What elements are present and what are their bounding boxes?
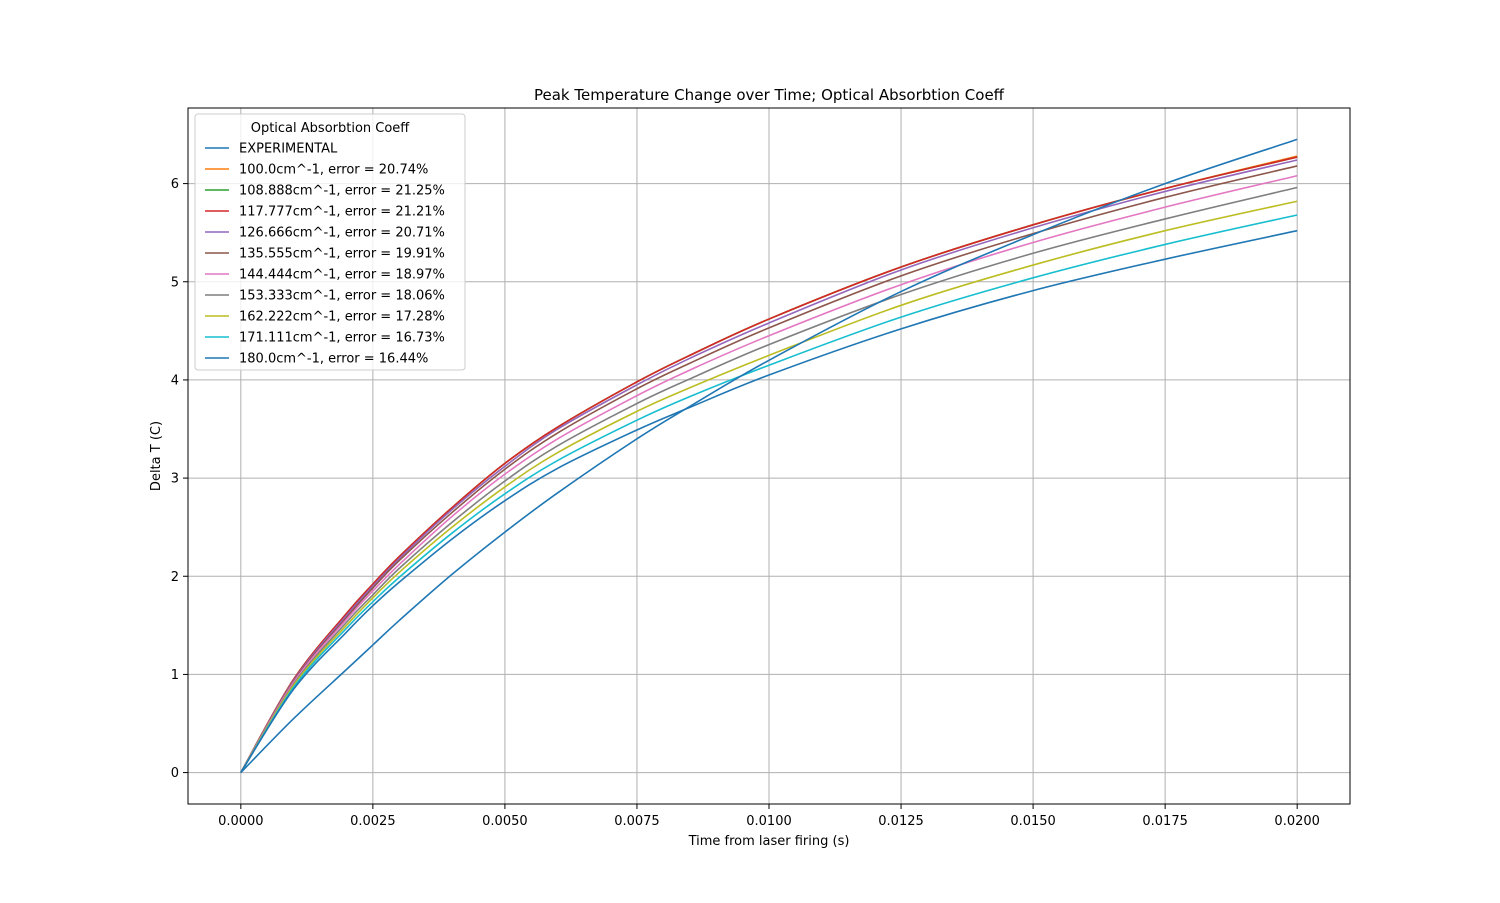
- series-line-4: [240, 159, 1298, 773]
- x-axis-label: Time from laser firing (s): [688, 834, 850, 849]
- y-tick-label: 6: [171, 177, 179, 192]
- y-tick-label: 1: [171, 668, 179, 683]
- series-line-5: [240, 165, 1298, 773]
- series-line-7: [240, 186, 1298, 774]
- y-axis-label: Delta T (C): [149, 421, 164, 491]
- legend-label-1: 100.0cm^-1, error = 20.74%: [239, 163, 428, 178]
- series-line-3: [240, 156, 1298, 773]
- series-line-6: [240, 174, 1298, 773]
- y-tick-label: 5: [171, 275, 179, 290]
- legend-label-7: 153.333cm^-1, error = 18.06%: [239, 289, 445, 304]
- legend-label-6: 144.444cm^-1, error = 18.97%: [239, 268, 445, 283]
- x-tick-label: 0.0100: [746, 814, 792, 829]
- legend-label-4: 126.666cm^-1, error = 20.71%: [239, 226, 445, 241]
- x-tick-label: 0.0175: [1142, 814, 1188, 829]
- legend-label-3: 117.777cm^-1, error = 21.21%: [239, 205, 445, 220]
- x-tick-label: 0.0150: [1010, 814, 1056, 829]
- series-line-0: [240, 138, 1298, 774]
- legend-label-8: 162.222cm^-1, error = 17.28%: [239, 310, 445, 325]
- legend-box: [194, 113, 466, 371]
- x-tick-label: 0.0050: [482, 814, 528, 829]
- chart-title: Peak Temperature Change over Time; Optic…: [534, 86, 1005, 104]
- series-group: [240, 138, 1298, 774]
- legend-label-9: 171.111cm^-1, error = 16.73%: [239, 331, 445, 346]
- y-tick-label: 0: [171, 766, 179, 781]
- series-line-8: [240, 200, 1298, 774]
- y-tick-label: 2: [171, 570, 179, 585]
- legend: Optical Absorbtion Coeff EXPERIMENTAL 100…: [194, 113, 466, 371]
- x-tick-label: 0.0075: [614, 814, 660, 829]
- x-tick-label: 0.0025: [350, 814, 396, 829]
- legend-label-0: EXPERIMENTAL: [239, 142, 338, 157]
- legend-label-5: 135.555cm^-1, error = 19.91%: [239, 247, 445, 262]
- legend-title: Optical Absorbtion Coeff: [251, 121, 411, 136]
- series-line-10: [240, 229, 1298, 774]
- grid: [188, 108, 1350, 804]
- x-tick-label: 0.0125: [878, 814, 924, 829]
- x-tick-label: 0.0200: [1274, 814, 1320, 829]
- series-line-9: [240, 214, 1298, 774]
- legend-label-2: 108.888cm^-1, error = 21.25%: [239, 184, 445, 199]
- y-tick-label: 3: [171, 472, 179, 487]
- legend-entries: EXPERIMENTAL 100.0cm^-1, error = 20.74% 10…: [205, 142, 445, 367]
- x-tick-label: 0.0000: [218, 814, 264, 829]
- ticks: 0.0000 0.0025 0.0050 0.0075 0.0100 0.0125 0.01…: [171, 177, 1320, 829]
- y-tick-label: 4: [171, 373, 179, 388]
- legend-label-10: 180.0cm^-1, error = 16.44%: [239, 352, 428, 367]
